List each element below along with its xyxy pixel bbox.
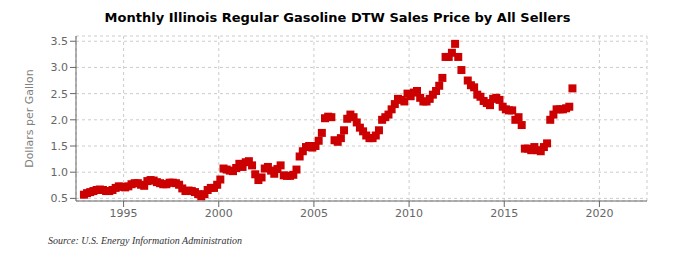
svg-text:2000: 2000 [205,207,233,220]
svg-text:2015: 2015 [490,207,518,220]
svg-text:2.0: 2.0 [51,114,69,127]
svg-text:Dollars per Gallon: Dollars per Gallon [23,69,36,168]
svg-text:1.5: 1.5 [51,140,69,153]
svg-text:1995: 1995 [110,207,138,220]
html-text:Source: U.S. Energy Informatio: Source: U.S. Energy Information Administ… [48,235,243,246]
svg-text:1.0: 1.0 [51,166,69,179]
svg-text:2.5: 2.5 [51,88,69,101]
svg-text:0.5: 0.5 [51,192,69,205]
svg-text:2010: 2010 [395,207,423,220]
svg-text:3.0: 3.0 [51,61,69,74]
svg-text:2020: 2020 [585,207,613,220]
svg-text:2005: 2005 [300,207,328,220]
html-text:Monthly Illinois Regular Gasol: Monthly Illinois Regular Gasoline DTW Sa… [104,10,571,25]
svg-text:3.5: 3.5 [51,35,69,48]
